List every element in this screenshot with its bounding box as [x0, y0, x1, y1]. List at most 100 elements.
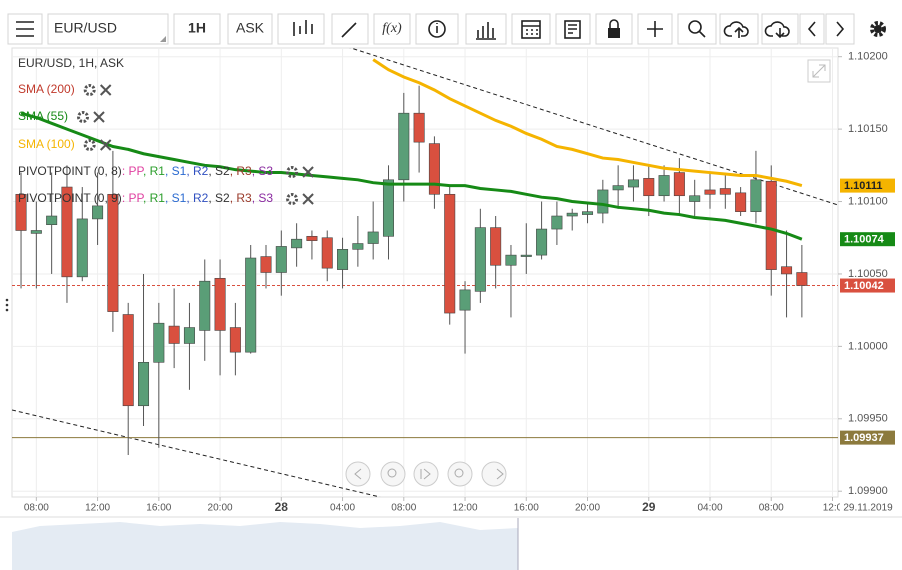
navigator-area: [12, 522, 518, 570]
scroll-left-button[interactable]: [345, 461, 371, 487]
price-tag: [840, 278, 895, 293]
price-type-text: ASK: [236, 20, 265, 36]
calendar-button[interactable]: [511, 13, 551, 45]
date-box: [840, 500, 896, 515]
navigator: [0, 516, 902, 570]
price-tag-label: 1.10042: [844, 280, 884, 292]
candle-body: [444, 193, 456, 314]
symbol-select[interactable]: [47, 13, 169, 45]
settings-icon[interactable]: [286, 193, 299, 205]
candle-body: [658, 175, 670, 197]
back-button[interactable]: [799, 13, 825, 45]
zoom-in-button[interactable]: [447, 461, 473, 487]
candle-body: [719, 188, 731, 195]
candle-body: [551, 215, 563, 230]
indicator-lines: [20, 58, 803, 241]
candle-body: [765, 180, 777, 270]
y-tick-label: 1.09950: [848, 413, 888, 425]
candle-body: [291, 238, 303, 249]
candle-body: [15, 193, 27, 231]
candle-body: [76, 218, 88, 278]
candle-body: [138, 361, 150, 407]
candle-body: [306, 235, 318, 241]
x-tick-label: 12:00: [453, 503, 478, 514]
report-icon: [564, 20, 581, 39]
candle-body: [107, 193, 119, 312]
crosshair-icon: [647, 21, 663, 37]
info-button[interactable]: [415, 13, 459, 45]
timeframe-button[interactable]: [173, 13, 221, 45]
x-tick-label: 04:00: [330, 503, 355, 514]
x-tick-label: 08:00: [391, 503, 416, 514]
forward-icon: [836, 21, 845, 37]
price-type-button[interactable]: [227, 13, 273, 45]
remove-icon[interactable]: [99, 84, 112, 96]
pivot-part: , R2: [186, 164, 208, 178]
pivot-part: : PP: [122, 164, 145, 178]
settings-icon[interactable]: [286, 166, 299, 178]
upload-button[interactable]: [719, 13, 759, 45]
candle-body: [643, 178, 655, 197]
candle-body: [92, 205, 104, 220]
candles: [15, 85, 808, 455]
remove-icon[interactable]: [93, 111, 105, 123]
reset-button[interactable]: [413, 461, 439, 487]
candles-icon: [293, 20, 313, 36]
left-handle[interactable]: [5, 298, 9, 312]
y-tick-label: 1.10050: [848, 268, 888, 280]
x-tick-label: 08:00: [24, 503, 49, 514]
zoom-out-button[interactable]: [380, 461, 406, 487]
function-button[interactable]: [373, 13, 411, 45]
candle-body: [582, 211, 594, 215]
pencil-icon: [341, 22, 357, 38]
settings-icon[interactable]: [77, 111, 90, 123]
candle-body: [612, 185, 624, 191]
info-icon: [428, 20, 446, 38]
legend-entry: PIVOTPOINT (0, 8): PP, R1, S1, R2, S2, R…: [18, 164, 273, 178]
candle-body: [321, 237, 333, 269]
remove-icon[interactable]: [302, 166, 314, 178]
trendlines: [12, 48, 838, 497]
report-lines: [568, 24, 577, 34]
candle-body: [520, 254, 532, 257]
y-tick-label: 1.10200: [848, 51, 888, 63]
x-tick-label: 28: [275, 500, 289, 514]
zoom-button[interactable]: [677, 13, 717, 45]
pivot-part: , S2: [208, 164, 230, 178]
price-tag-label: 1.10111: [844, 180, 883, 192]
remove-icon[interactable]: [99, 139, 112, 151]
price-tag: [840, 232, 895, 247]
candle-body: [490, 227, 502, 266]
upload-icon: [723, 21, 749, 38]
x-tick-label: 16:00: [514, 503, 539, 514]
toolbar: EUR/USD 1H ASK f(x): [7, 13, 886, 45]
settings-icon[interactable]: [83, 84, 96, 96]
sma-line: [372, 58, 803, 188]
candle-body: [382, 179, 394, 237]
y-tick-label: 1.10150: [848, 123, 888, 135]
candle-body: [46, 215, 58, 226]
forward-button[interactable]: [825, 13, 855, 45]
candle-body: [183, 327, 195, 344]
settings-icon[interactable]: [83, 139, 96, 151]
legend-entry: PIVOTPOINT (0, 9): PP, R1, S1, R2, S2, R…: [18, 191, 273, 205]
candle-body: [781, 266, 793, 275]
x-tick-label: 16:00: [146, 503, 171, 514]
download-icon: [764, 21, 790, 39]
chart-type-button[interactable]: [277, 13, 325, 45]
candle-body: [352, 243, 364, 250]
sma-line: [20, 111, 803, 241]
function-text: f(x): [382, 21, 402, 36]
remove-icon[interactable]: [302, 193, 314, 205]
pivot-part: , S1: [165, 164, 187, 178]
pivot-part: , S2: [208, 191, 230, 205]
settings-icon[interactable]: [870, 21, 886, 37]
candle-body: [245, 257, 257, 353]
candle-body: [627, 179, 639, 188]
pivot-part: , S1: [165, 191, 187, 205]
trendline: [12, 409, 381, 497]
y-tick-label: 1.10000: [848, 340, 888, 352]
y-tick-label: 1.10100: [848, 195, 888, 207]
scroll-right-button[interactable]: [481, 461, 507, 487]
